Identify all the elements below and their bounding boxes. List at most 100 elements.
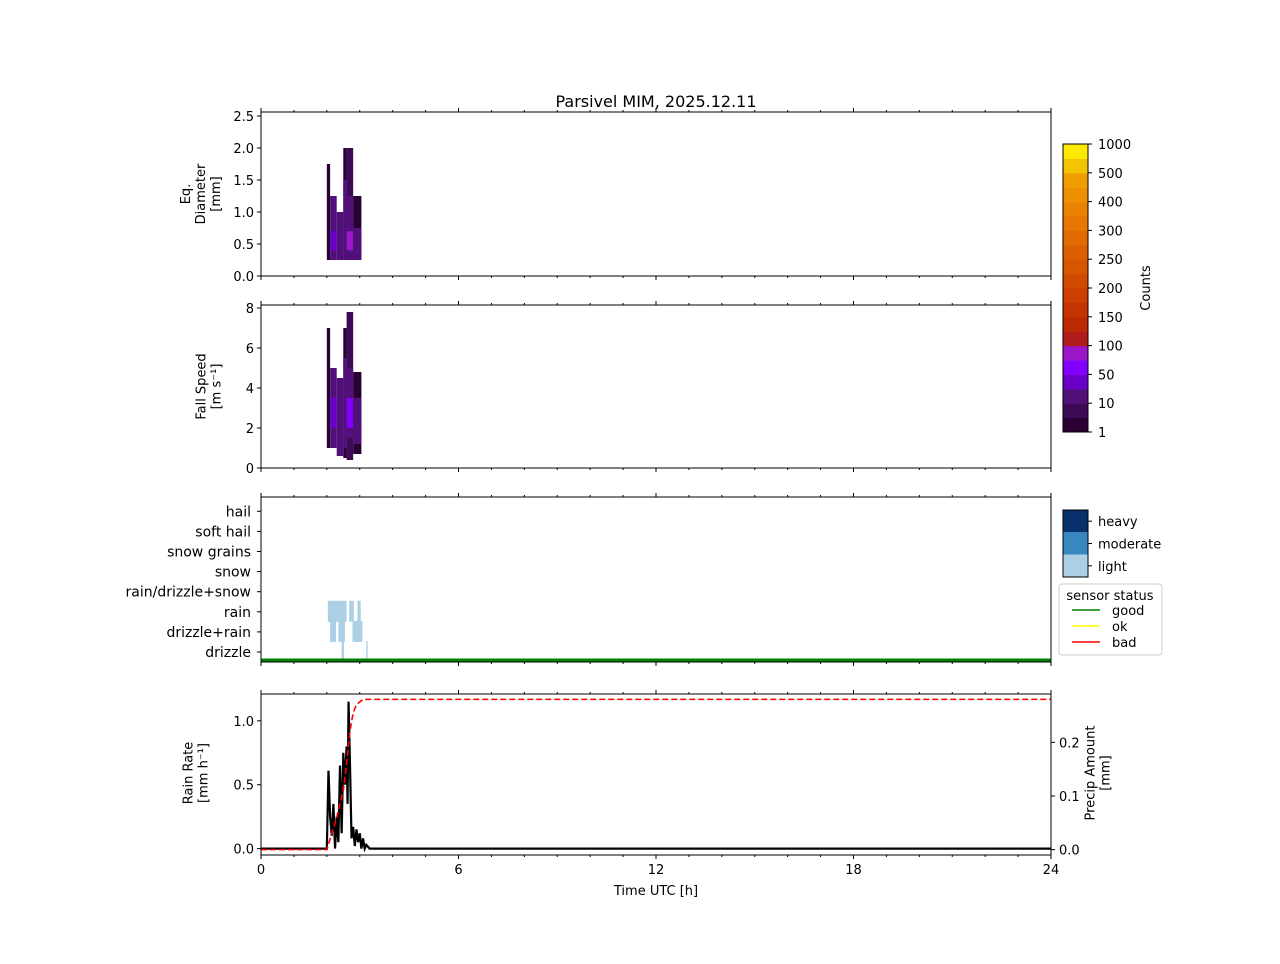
colorbar-segment bbox=[1063, 374, 1088, 390]
intensity-label: heavy bbox=[1098, 515, 1138, 530]
colorbar-segment bbox=[1063, 360, 1088, 375]
heatmap-cell bbox=[353, 398, 362, 444]
x-tick-label: 24 bbox=[1043, 863, 1060, 878]
colorbar-segment bbox=[1063, 259, 1088, 275]
x-tick-label: 18 bbox=[845, 863, 862, 878]
precip-type-bar bbox=[341, 641, 344, 662]
category-label: drizzle+rain bbox=[166, 625, 251, 641]
category-label: drizzle bbox=[205, 645, 251, 661]
colorbar-tick-label: 10 bbox=[1098, 397, 1115, 412]
intensity-swatch bbox=[1063, 554, 1088, 577]
heatmap-cell bbox=[346, 196, 354, 260]
category-label: snow bbox=[215, 565, 251, 581]
heatmap-cell bbox=[346, 231, 354, 251]
category-label: snow grains bbox=[167, 545, 251, 561]
precip-amount-line bbox=[261, 698, 1051, 851]
axes-frame-3 bbox=[260, 693, 1052, 856]
colorbar-segment bbox=[1063, 144, 1088, 159]
intensity-colorbar-frame bbox=[1062, 509, 1089, 578]
y-axis-label: Fall Speed bbox=[195, 353, 210, 419]
colorbar-tick-label: 200 bbox=[1098, 282, 1123, 297]
y-tick-label: 8 bbox=[246, 302, 254, 317]
colorbar-tick-label: 1 bbox=[1098, 426, 1106, 441]
x-tick-label: 0 bbox=[257, 863, 265, 878]
heatmap-cell bbox=[353, 228, 362, 260]
colorbar-segment bbox=[1063, 201, 1088, 217]
intensity-swatch bbox=[1063, 510, 1088, 533]
intensity-swatch bbox=[1063, 532, 1088, 555]
heatmap-cell bbox=[346, 398, 354, 428]
category-label: rain bbox=[224, 605, 251, 621]
colorbar-label: Counts bbox=[1139, 265, 1154, 311]
heatmap-cell bbox=[336, 378, 344, 456]
colorbar-tick-label: 250 bbox=[1098, 253, 1123, 268]
y2-tick-label: 0.1 bbox=[1059, 790, 1080, 805]
y-tick-label: 0.0 bbox=[233, 843, 254, 858]
y2-tick-label: 0.2 bbox=[1059, 736, 1080, 751]
intensity-label: moderate bbox=[1098, 538, 1161, 553]
colorbar-tick-label: 150 bbox=[1098, 311, 1123, 326]
y-tick-label: 2.5 bbox=[233, 110, 254, 125]
y2-tick-label: 0.0 bbox=[1059, 844, 1080, 859]
y-axis-label: [mm h⁻¹] bbox=[197, 743, 212, 803]
legend-label: bad bbox=[1112, 636, 1136, 651]
y-tick-label: 4 bbox=[246, 382, 254, 397]
colorbar-segment bbox=[1063, 345, 1088, 361]
x-tick-label: 6 bbox=[454, 863, 462, 878]
legend-label: ok bbox=[1112, 620, 1128, 635]
colorbar-segment bbox=[1063, 244, 1088, 260]
y-tick-label: 6 bbox=[246, 342, 254, 357]
rain-rate-line bbox=[261, 701, 1051, 853]
colorbar-segment bbox=[1063, 388, 1088, 404]
colorbar-segment bbox=[1063, 302, 1088, 318]
colorbar-tick-label: 1000 bbox=[1098, 138, 1131, 153]
colorbar-segment bbox=[1063, 172, 1088, 188]
heatmap-cell bbox=[330, 196, 337, 260]
legend-label: good bbox=[1112, 604, 1144, 619]
heatmap-cell bbox=[336, 212, 344, 260]
y-tick-label: 2.0 bbox=[233, 142, 254, 157]
heatmap-cell bbox=[326, 328, 331, 448]
y-tick-label: 1.0 bbox=[233, 206, 254, 221]
colorbar-tick-label: 500 bbox=[1098, 167, 1123, 182]
sensor-status-legend bbox=[1058, 583, 1163, 656]
y2-axis-label: Precip Amount bbox=[1084, 726, 1099, 821]
heatmap-cell bbox=[326, 164, 331, 260]
chart-title: Parsivel MIM, 2025.12.11 bbox=[555, 92, 756, 111]
colorbar-segment bbox=[1063, 331, 1088, 347]
heatmap-cell bbox=[330, 398, 337, 428]
y-axis-label: Diameter bbox=[194, 163, 209, 224]
y-axis-label: Eq. bbox=[179, 184, 194, 205]
colorbar-tick-label: 100 bbox=[1098, 340, 1123, 355]
colorbar-tick-label: 400 bbox=[1098, 196, 1123, 211]
y-axis-label: [mm] bbox=[209, 176, 224, 211]
precip-type-bar bbox=[357, 600, 361, 622]
precip-type-bar bbox=[366, 641, 368, 662]
precip-type-bar bbox=[327, 600, 347, 622]
y-axis-label: Rain Rate bbox=[182, 742, 197, 805]
y-tick-label: 0.5 bbox=[233, 779, 254, 794]
colorbar-segment bbox=[1063, 216, 1088, 231]
colorbar-segment bbox=[1063, 230, 1088, 246]
category-label: hail bbox=[226, 504, 251, 520]
precip-type-bar bbox=[330, 620, 337, 642]
y-tick-label: 0.5 bbox=[233, 238, 254, 253]
y-tick-label: 2 bbox=[246, 422, 254, 437]
colorbar-segment bbox=[1063, 273, 1088, 289]
heatmap-cell bbox=[330, 231, 337, 251]
axes-frame-1 bbox=[260, 304, 1052, 469]
category-label: rain/drizzle+snow bbox=[126, 585, 251, 601]
y-tick-label: 1.5 bbox=[233, 174, 254, 189]
colorbar-tick-label: 300 bbox=[1098, 224, 1123, 239]
precip-type-bar bbox=[338, 620, 345, 642]
colorbar-segment bbox=[1063, 288, 1088, 303]
heatmap-cell bbox=[343, 358, 347, 448]
precip-type-bar bbox=[349, 600, 354, 622]
x-axis-label: Time UTC [h] bbox=[613, 884, 698, 899]
axes-frame-0 bbox=[260, 111, 1052, 277]
colorbar-segment bbox=[1063, 316, 1088, 332]
heatmap-cell bbox=[343, 180, 347, 260]
legend-title: sensor status bbox=[1066, 589, 1153, 604]
y-tick-label: 0 bbox=[246, 462, 254, 477]
